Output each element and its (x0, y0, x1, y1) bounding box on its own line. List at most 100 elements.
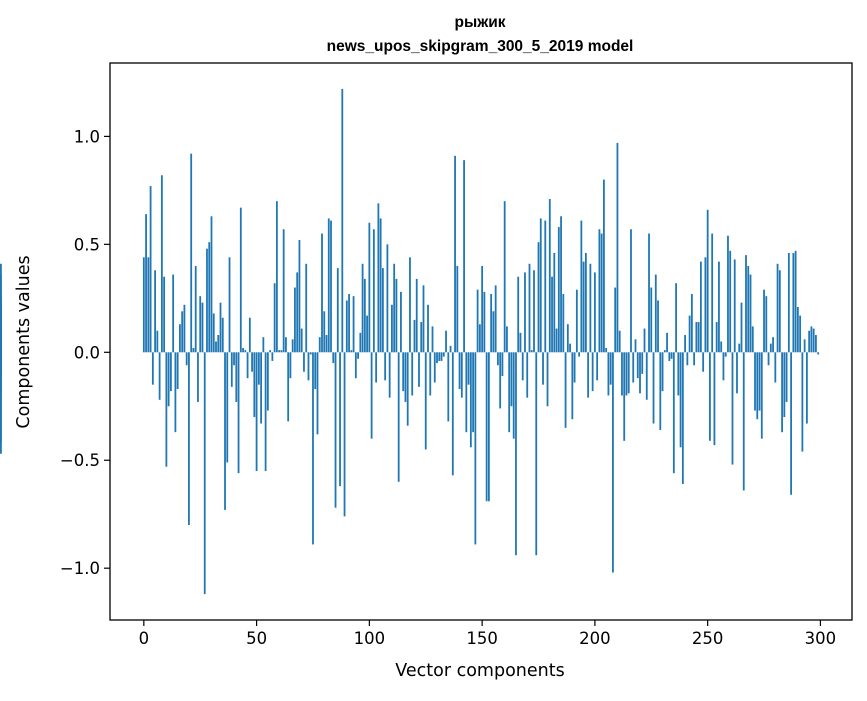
bar (469, 352, 472, 448)
bar (224, 352, 226, 510)
bar (729, 250, 732, 353)
bar (176, 352, 179, 389)
bar (636, 352, 639, 379)
bar (501, 352, 504, 377)
y-tick-label: 0.5 (74, 235, 100, 254)
bar (418, 352, 420, 387)
bar (600, 233, 603, 353)
bar (639, 352, 641, 394)
bar (163, 276, 166, 353)
bar (688, 315, 691, 353)
bar (366, 315, 368, 353)
bar (560, 216, 562, 353)
bar (627, 352, 630, 394)
bar (363, 278, 366, 353)
bar (323, 311, 326, 353)
bar (248, 317, 251, 353)
bar (336, 268, 339, 353)
bar (386, 244, 389, 353)
bar (467, 352, 470, 385)
x-axis-ticks: 0 50 100 150 200 250 300 (139, 620, 836, 648)
bar (447, 352, 450, 422)
bar (609, 352, 612, 385)
bar (645, 352, 648, 400)
bar (312, 352, 314, 545)
bar (199, 296, 202, 353)
bar (327, 218, 330, 353)
x-tick-label: 0 (139, 629, 150, 648)
y-axis-ticks: −1.0 −0.5 0.0 0.5 1.0 (60, 127, 110, 578)
bar (756, 352, 759, 420)
bar (431, 326, 434, 353)
bar (280, 350, 283, 353)
bar (384, 352, 387, 381)
bar (494, 285, 497, 353)
bar (409, 257, 411, 353)
bar (429, 352, 432, 396)
bar (192, 347, 195, 353)
bar (623, 352, 626, 441)
bar (212, 313, 215, 353)
bar (584, 252, 587, 353)
bar (167, 352, 170, 407)
bar (661, 352, 664, 392)
bar (760, 352, 763, 439)
bar (321, 233, 323, 353)
x-tick-label: 150 (466, 629, 498, 648)
bar (422, 285, 425, 353)
bar (593, 272, 596, 353)
bar (151, 352, 154, 385)
bar (686, 352, 689, 366)
bar (684, 335, 686, 353)
bar (510, 352, 513, 407)
bar (400, 291, 402, 353)
bar (478, 324, 481, 353)
y-axis-label: Components values (14, 255, 34, 428)
bar (357, 352, 359, 359)
bar (648, 233, 650, 353)
bar (490, 294, 493, 353)
bar (372, 229, 375, 353)
bar (720, 341, 723, 353)
bar (221, 317, 224, 353)
bar (810, 326, 813, 353)
bar (242, 347, 244, 353)
bar (348, 294, 350, 353)
bar (796, 306, 799, 353)
bar (388, 352, 391, 398)
bar (817, 352, 820, 355)
bar (339, 352, 341, 487)
bar (607, 352, 610, 396)
bar (715, 322, 718, 353)
bar (738, 343, 741, 353)
bar (713, 352, 716, 446)
bar (539, 218, 542, 353)
bar (343, 352, 346, 517)
bar (226, 352, 229, 463)
bar (201, 302, 204, 353)
bar (318, 337, 321, 353)
bar (603, 179, 605, 353)
bar (230, 352, 233, 387)
bar (580, 220, 583, 353)
bar (670, 352, 673, 359)
bar (291, 339, 294, 353)
bar (289, 352, 292, 379)
bar (361, 263, 364, 353)
bar (350, 350, 353, 353)
bar (451, 352, 454, 476)
bar (503, 201, 506, 353)
bar (621, 352, 623, 396)
bar (307, 352, 310, 381)
bar (724, 352, 727, 357)
bar (436, 352, 438, 364)
bar (668, 352, 671, 361)
bar (188, 352, 190, 525)
bar (0, 263, 2, 353)
bar (605, 347, 608, 353)
x-tick-label: 250 (692, 629, 724, 648)
bar (566, 324, 569, 353)
bar (632, 352, 635, 383)
bar (0, 328, 2, 353)
